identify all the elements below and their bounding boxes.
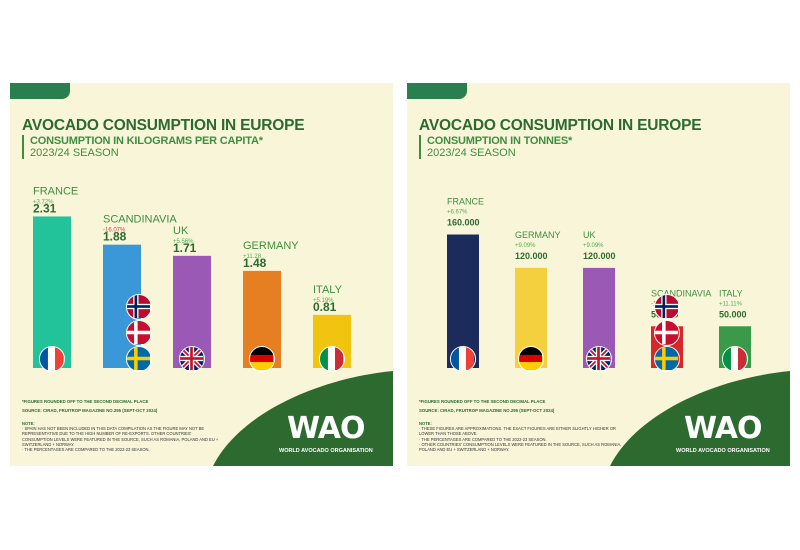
note-line: CONSUMPTION LEVELS WERE FEATURED IN THE …: [22, 436, 219, 442]
note-line: · THESE FIGURES ARE APPROXIMATIONS. THE …: [419, 426, 616, 432]
chart-title: AVOCADO CONSUMPTION IN EUROPE: [22, 117, 305, 134]
france-flag-icon: [450, 346, 476, 372]
sweden-flag-icon: [654, 346, 680, 372]
change-percent-label: +5.56%: [173, 239, 194, 245]
norway-flag-icon: [654, 294, 680, 320]
notes-block: NOTE: · SPAIN HAS NOT BEEN INCLUDED IN T…: [22, 421, 232, 452]
bar-france: [447, 234, 479, 368]
note-line: · OTHER COUNTRIES' CONSUMPTION LEVELS WE…: [419, 441, 622, 447]
category-label: SCANDINAVIA: [651, 288, 711, 298]
season-label: 2023/24 SEASON: [30, 147, 119, 159]
category-label: GERMANY: [515, 230, 561, 240]
notes-block: NOTE: · THESE FIGURES ARE APPROXIMATIONS…: [419, 421, 629, 452]
change-percent-label: +11.28: [243, 254, 262, 260]
change-percent-label: -16.07%: [103, 228, 126, 234]
bar-france: [33, 216, 71, 368]
corner-tab: [407, 83, 467, 99]
value-label: 120.000: [515, 251, 548, 261]
germany-flag-icon: [518, 346, 544, 372]
subtitle-accent-line: [22, 135, 24, 159]
green-curve-shape: [213, 371, 393, 466]
chart-subtitle: CONSUMPTION IN KILOGRAMS PER CAPITA*: [30, 135, 263, 147]
note-line: · THE PERCENTAGES ARE COMPARED TO THE 20…: [22, 447, 150, 453]
wao-logo: WAO: [287, 411, 365, 446]
category-label: ITALY: [719, 288, 743, 298]
change-percent-label: +3.72%: [33, 199, 54, 205]
value-label: 160.000: [447, 218, 480, 228]
footnote: *FIGURES ROUNDED OFF TO THE SECOND DECIM…: [22, 399, 149, 404]
wao-logo: WAO: [684, 411, 762, 446]
italy-flag-icon: [722, 346, 748, 372]
value-label: 2.31: [33, 201, 57, 215]
subtitle-accent-line: [419, 135, 421, 159]
value-label: 50.000: [719, 309, 747, 319]
value-label: 0.81: [313, 300, 337, 314]
change-percent-label: +11.11%: [719, 301, 743, 307]
uk-flag-icon: [586, 346, 612, 372]
category-label: SCANDINAVIA: [103, 214, 177, 226]
source-line: SOURCE: CIRAD, FRUITROP MAGAZINE NO.295 …: [22, 408, 158, 413]
category-label: UK: [583, 230, 596, 240]
source-line: SOURCE: CIRAD, FRUITROP MAGAZINE NO.295 …: [419, 408, 555, 413]
wao-logo-area: WAO WORLD AVOCADO ORGANISATION: [193, 371, 393, 466]
change-percent-label: +6.67%: [447, 210, 468, 216]
change-percent-label: +9.09%: [515, 243, 536, 249]
wao-logo-area: WAO WORLD AVOCADO ORGANISATION: [590, 371, 790, 466]
note-line: LOWER THAN THOSE ABOVE.: [419, 431, 478, 437]
norway-flag-icon: [126, 294, 152, 320]
organisation-name: WORLD AVOCADO ORGANISATION: [676, 448, 770, 454]
category-label: FRANCE: [33, 185, 78, 197]
season-label: 2023/24 SEASON: [427, 147, 516, 159]
left-infographic-panel: FRANCE +3.72% 2.31 SCANDINAVIA -16.07% 1.88 UK…: [10, 83, 393, 466]
germany-flag-icon: [249, 346, 275, 372]
chart-title: AVOCADO CONSUMPTION IN EUROPE: [419, 117, 702, 134]
category-label: GERMANY: [243, 240, 299, 252]
organisation-name: WORLD AVOCADO ORGANISATION: [279, 448, 373, 454]
right-infographic-panel: FRANCE +6.67% 160.000 GERMANY +9.09% 120.000 U…: [407, 83, 790, 466]
france-flag-icon: [39, 346, 65, 372]
value-label: 1.88: [103, 230, 127, 244]
category-label: UK: [173, 225, 189, 237]
note-line: REPRESENTATIVE DUE TO THE HIGH NUMBER OF…: [22, 431, 192, 437]
notes-heading: NOTE:: [419, 421, 432, 426]
note-line: · THE PERCENTAGES ARE COMPARED TO THE 20…: [419, 436, 547, 442]
value-label: 1.71: [173, 241, 197, 255]
denmark-flag-icon: [654, 320, 680, 346]
green-curve-shape: [610, 371, 790, 466]
category-label: ITALY: [313, 284, 343, 296]
chart-subtitle: CONSUMPTION IN TONNES*: [427, 135, 573, 147]
change-percent-label: +5.19%: [313, 298, 334, 304]
footnote: *FIGURES ROUNDED OFF TO THE SECOND DECIM…: [419, 399, 546, 404]
italy-flag-icon: [319, 346, 345, 372]
note-line: SWITZERLAND + NORWAY.: [22, 441, 75, 447]
value-label: 120.000: [583, 251, 616, 261]
notes-heading: NOTE:: [22, 421, 35, 426]
change-percent-label: +9.09%: [583, 243, 604, 249]
sweden-flag-icon: [126, 346, 152, 372]
uk-flag-icon: [179, 346, 205, 372]
denmark-flag-icon: [126, 320, 152, 346]
corner-tab: [10, 83, 70, 99]
value-label: 1.48: [243, 256, 267, 270]
note-line: · SPAIN HAS NOT BEEN INCLUDED IN THIS DA…: [22, 426, 205, 432]
category-label: FRANCE: [447, 197, 484, 207]
note-line: POLAND AND EU + SWITZERLAND + NORWAY.: [419, 447, 510, 453]
